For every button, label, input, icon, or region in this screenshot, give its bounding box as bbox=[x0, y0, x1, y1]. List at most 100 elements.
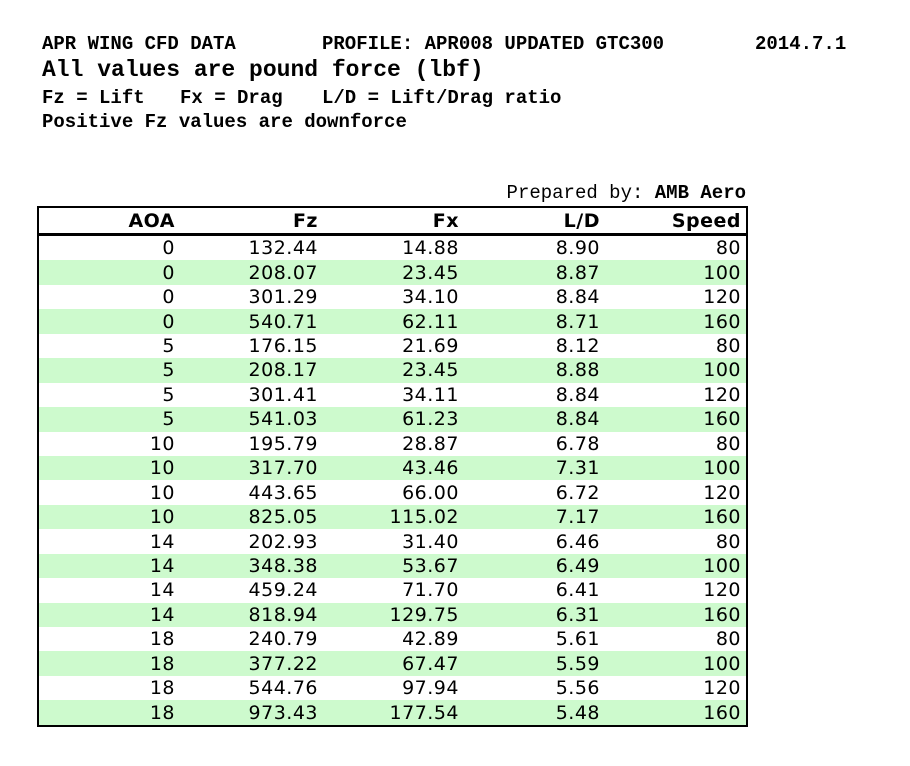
cell-l-d: 8.12 bbox=[555, 335, 600, 357]
legend-fx: Fx = Drag bbox=[180, 87, 283, 109]
cell-aoa: 5 bbox=[162, 359, 175, 382]
cell-aoa: 0 bbox=[162, 310, 175, 333]
cell-aoa: 14 bbox=[149, 579, 175, 602]
cell-fx: 23.45 bbox=[402, 261, 459, 284]
cell-aoa: 14 bbox=[149, 530, 175, 553]
cell-aoa: 10 bbox=[149, 457, 175, 480]
cell-aoa: 18 bbox=[149, 652, 175, 675]
cell-speed: 100 bbox=[703, 554, 741, 577]
legend-ld: L/D = Lift/Drag ratio bbox=[322, 87, 562, 109]
cell-fz: 195.79 bbox=[248, 432, 318, 455]
cell-fz: 540.71 bbox=[248, 310, 318, 333]
cell-speed: 80 bbox=[715, 335, 741, 357]
cell-fz: 240.79 bbox=[248, 628, 318, 651]
cell-fz: 208.17 bbox=[248, 359, 318, 382]
table-row: 0 208.07 23.45 8.87 100 bbox=[38, 260, 747, 285]
report-title: APR WING CFD DATA bbox=[42, 33, 236, 55]
cell-aoa: 5 bbox=[162, 408, 175, 431]
prepared-by-label: Prepared by: bbox=[506, 182, 655, 204]
cell-fz: 348.38 bbox=[248, 554, 318, 577]
cell-l-d: 6.41 bbox=[555, 579, 600, 602]
cell-speed: 160 bbox=[703, 408, 741, 431]
cell-aoa: 0 bbox=[162, 237, 175, 260]
table-row: 14 459.24 71.70 6.41 120 bbox=[38, 578, 747, 602]
table-row: 10 443.65 66.00 6.72 120 bbox=[38, 480, 747, 504]
col-header-fz: Fz bbox=[180, 207, 323, 236]
cell-fx: 61.23 bbox=[402, 408, 459, 431]
cell-fz: 541.03 bbox=[248, 408, 318, 431]
cell-fx: 23.45 bbox=[402, 359, 459, 382]
cell-aoa: 14 bbox=[149, 554, 175, 577]
cell-aoa: 14 bbox=[149, 603, 175, 626]
cell-l-d: 7.17 bbox=[555, 506, 600, 529]
cell-speed: 160 bbox=[703, 701, 741, 724]
table-row: 14 818.94 129.75 6.31 160 bbox=[38, 602, 747, 628]
cell-l-d: 7.31 bbox=[555, 457, 600, 480]
prepared-by: Prepared by: AMB Aero bbox=[507, 182, 746, 204]
table-row: 14 348.38 53.67 6.49 100 bbox=[38, 553, 747, 579]
col-header-ld: L/D bbox=[464, 207, 605, 236]
table-row: 10 195.79 28.87 6.78 80 bbox=[38, 432, 747, 456]
cell-fz: 301.41 bbox=[248, 383, 318, 406]
cell-fx: 97.94 bbox=[402, 677, 459, 700]
cell-fz: 825.05 bbox=[248, 506, 318, 529]
cell-speed: 80 bbox=[715, 530, 741, 553]
cell-aoa: 0 bbox=[162, 261, 175, 284]
cell-aoa: 18 bbox=[149, 677, 175, 700]
table-header-row: AOA Fz Fx L/D Speed bbox=[38, 207, 747, 236]
cell-speed: 120 bbox=[703, 579, 741, 602]
prepared-by-value: AMB Aero bbox=[654, 182, 746, 204]
cell-aoa: 18 bbox=[149, 701, 175, 724]
cell-aoa: 10 bbox=[149, 481, 175, 504]
cell-fx: 34.10 bbox=[402, 286, 459, 309]
table-row: 0 301.29 34.10 8.84 120 bbox=[38, 285, 747, 309]
cell-aoa: 0 bbox=[162, 286, 175, 309]
cell-l-d: 6.46 bbox=[555, 530, 600, 553]
cell-aoa: 18 bbox=[149, 628, 175, 651]
cell-fx: 53.67 bbox=[402, 554, 459, 577]
table-row: 10 825.05 115.02 7.17 160 bbox=[38, 504, 747, 530]
report-subtitle: All values are pound force (lbf) bbox=[42, 57, 484, 83]
table-row: 5 208.17 23.45 8.88 100 bbox=[38, 358, 747, 383]
table-row: 5 176.15 21.69 8.12 80 bbox=[38, 334, 747, 358]
cell-fx: 28.87 bbox=[402, 432, 459, 455]
legend-fz: Fz = Lift bbox=[42, 87, 145, 109]
cell-fz: 443.65 bbox=[248, 481, 318, 504]
cell-speed: 120 bbox=[703, 677, 741, 700]
cell-speed: 100 bbox=[703, 359, 741, 382]
cell-fz: 132.44 bbox=[248, 237, 318, 260]
table-row: 18 544.76 97.94 5.56 120 bbox=[38, 676, 747, 700]
cell-aoa: 5 bbox=[162, 335, 175, 357]
cell-speed: 100 bbox=[703, 261, 741, 284]
cell-fz: 301.29 bbox=[248, 286, 318, 309]
cell-l-d: 5.56 bbox=[555, 677, 600, 700]
cell-speed: 80 bbox=[715, 432, 741, 455]
cell-fx: 71.70 bbox=[402, 579, 459, 602]
cell-l-d: 8.90 bbox=[555, 237, 600, 260]
cell-l-d: 5.48 bbox=[555, 701, 600, 724]
cell-speed: 120 bbox=[703, 383, 741, 406]
table-row: 18 973.43 177.54 5.48 160 bbox=[38, 700, 747, 726]
table-row: 18 240.79 42.89 5.61 80 bbox=[38, 627, 747, 651]
cell-fz: 208.07 bbox=[248, 261, 318, 284]
cell-fx: 62.11 bbox=[402, 310, 459, 333]
cell-l-d: 8.84 bbox=[555, 286, 600, 309]
cell-fz: 317.70 bbox=[248, 457, 318, 480]
cell-aoa: 10 bbox=[149, 506, 175, 529]
cell-l-d: 8.71 bbox=[555, 310, 600, 333]
cell-l-d: 6.78 bbox=[555, 432, 600, 455]
table-row: 14 202.93 31.40 6.46 80 bbox=[38, 529, 747, 553]
table-row: 5 301.41 34.11 8.84 120 bbox=[38, 383, 747, 407]
cell-fx: 115.02 bbox=[389, 506, 459, 529]
cell-l-d: 8.84 bbox=[555, 408, 600, 431]
col-header-aoa: AOA bbox=[38, 207, 180, 236]
cell-fz: 202.93 bbox=[248, 530, 318, 553]
cell-fx: 43.46 bbox=[402, 457, 459, 480]
cell-fx: 129.75 bbox=[389, 603, 459, 626]
cell-fx: 67.47 bbox=[402, 652, 459, 675]
cell-aoa: 5 bbox=[162, 383, 175, 406]
cell-speed: 160 bbox=[703, 506, 741, 529]
cell-l-d: 8.88 bbox=[555, 359, 600, 382]
table-row: 18 377.22 67.47 5.59 100 bbox=[38, 651, 747, 676]
